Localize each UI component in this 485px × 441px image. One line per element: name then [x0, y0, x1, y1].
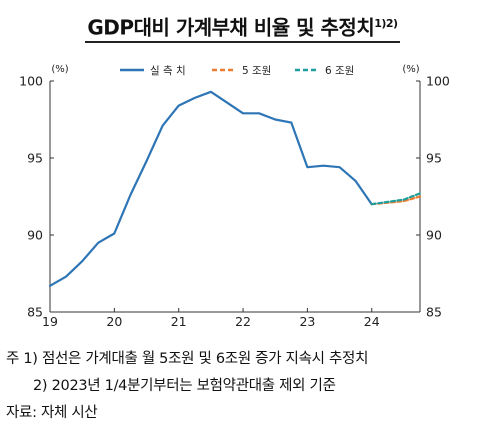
y-tick-label-right: 95 [426, 151, 442, 166]
y-unit-left: (%) [51, 64, 68, 75]
legend-label: 5 조원 [242, 65, 271, 77]
x-tick-label: 20 [106, 314, 122, 329]
x-tick-label: 21 [171, 314, 187, 329]
notes: 주 1) 점선은 가계대출 월 5조원 및 6조원 증가 지속시 추정치 2) … [6, 346, 368, 427]
y-tick-label-right: 100 [426, 74, 450, 89]
chart-svg: 85 85 90 90 95 95 100 100 (%) (%) 19 20 21 22 23 24 실 측 … [19, 64, 450, 329]
legend-label: 6 조원 [325, 65, 354, 77]
x-tick-label: 24 [364, 314, 380, 329]
series-line [370, 192, 422, 206]
series-line [48, 90, 373, 287]
x-tick-label: 23 [299, 314, 315, 329]
legend-label: 실 측 치 [150, 65, 186, 77]
y-tick-label-left: 95 [27, 151, 43, 166]
y-tick-label-left: 90 [27, 228, 43, 243]
chart-title-footnote-ref: 1)2) [374, 17, 398, 30]
chart-title-text: GDP대비 가계부채 비율 및 추정치 [87, 15, 375, 40]
y-tick-label-right: 90 [426, 228, 442, 243]
note-1: 주 1) 점선은 가계대출 월 5조원 및 6조원 증가 지속시 추정치 [6, 351, 369, 367]
y-tick-label-right: 85 [426, 305, 442, 320]
note-2: 2) 2023년 1/4분기부터는 보험약관대출 제외 기준 [33, 378, 336, 394]
y-tick-label-left: 85 [27, 305, 43, 320]
title-wrap: GDP대비 가계부채 비율 및 추정치1)2) [0, 12, 485, 43]
chart-title: GDP대비 가계부채 비율 및 추정치1)2) [85, 12, 400, 43]
x-tick-label: 19 [42, 314, 58, 329]
y-unit-right: (%) [402, 64, 419, 75]
y-tick-label-left: 100 [19, 74, 43, 89]
x-tick-label: 22 [235, 314, 251, 329]
source-note: 자료: 자체 시산 [6, 405, 98, 421]
